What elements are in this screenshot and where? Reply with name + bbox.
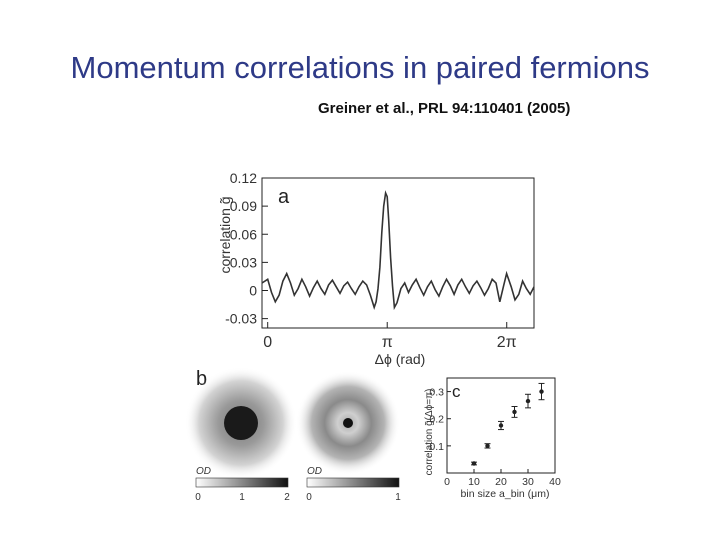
panel-c-point-3 (512, 409, 517, 415)
panel-a-y-tick-label-0: 0.12 (230, 170, 257, 186)
colorbar-2-tick-0: 0 (306, 492, 312, 503)
panel-c-point-0 (471, 461, 477, 466)
panel-a-x-tick-label-2: 2π (497, 334, 517, 351)
panel-a-x-ticks: 0 π 2π (263, 322, 517, 351)
panel-c-x-tick-label-2: 20 (495, 476, 507, 488)
panel-c-y-tick-label-2: 0.3 (429, 387, 444, 399)
panel-a-y-ticks: 0.12 0.09 0.06 0.03 0 -0.03 (225, 170, 268, 327)
panel-c-x-tick-label-0: 0 (444, 476, 450, 488)
panel-a-y-tick-label-2: 0.06 (230, 226, 257, 242)
panel-b: b OD 0 1 2 OD 0 1 (185, 367, 401, 503)
panel-c-x-tick-label-4: 40 (549, 476, 561, 488)
slide-title: Momentum correlations in paired fermions (70, 50, 650, 85)
panel-a-y-tick-label-1: 0.09 (230, 198, 257, 214)
panel-c-point-4 (525, 398, 531, 404)
panel-c-x-ticks: 0 10 20 30 40 (444, 469, 561, 488)
panel-c-x-tick-label-1: 10 (468, 476, 480, 488)
panel-a-y-tick-label-5: -0.03 (225, 311, 257, 327)
od-image-1 (185, 367, 297, 479)
colorbar-1-label: OD (196, 466, 211, 477)
panel-c: c correlation g̃(Δϕ=π) bin size a_bin (μ… (424, 377, 561, 500)
panel-c-point-2 (498, 423, 504, 428)
colorbar-1-tick-0: 0 (195, 492, 201, 503)
colorbar-2 (306, 477, 400, 488)
colorbar-2-label: OD (307, 466, 322, 477)
panel-c-point-1 (485, 443, 490, 449)
colorbar-2-tick-1: 1 (395, 492, 401, 503)
panel-a: a correlation g̃ Δϕ (rad) 0.120.090.060.… (217, 170, 535, 367)
panel-a-series-line (261, 190, 535, 311)
panel-c-y-tick-label-1: 0.2 (429, 414, 444, 426)
panel-a-y-tick-label-4: 0 (249, 283, 257, 299)
panel-a-letter: a (278, 186, 290, 208)
panel-c-y-ticks: 0.1 0.2 0.3 (429, 387, 451, 453)
colorbar-1-tick-1: 1 (239, 492, 245, 503)
panel-c-xlabel: bin size a_bin (μm) (461, 488, 550, 500)
colorbar-1 (195, 477, 289, 488)
panel-c-point-5 (539, 389, 544, 394)
panel-c-points (471, 382, 545, 466)
panel-a-xlabel: Δϕ (rad) (375, 351, 426, 367)
panel-a-y-tick-label-3: 0.03 (230, 254, 257, 270)
panel-a-frame (261, 177, 535, 329)
panel-c-x-tick-label-3: 30 (522, 476, 534, 488)
panel-c-ylabel: correlation g̃(Δϕ=π) (424, 389, 435, 476)
panel-c-letter: c (452, 382, 461, 401)
panel-b-letter: b (196, 368, 207, 390)
panel-a-ylabel: correlation g̃ (217, 196, 233, 273)
colorbar-1-tick-2: 2 (284, 492, 290, 503)
od-image-2 (296, 371, 400, 475)
citation: Greiner et al., PRL 94:110401 (2005) (318, 100, 571, 117)
panel-a-x-tick-label-1: π (382, 334, 393, 351)
panel-c-y-tick-label-0: 0.1 (429, 441, 444, 453)
panel-a-x-tick-label-0: 0 (263, 334, 272, 351)
